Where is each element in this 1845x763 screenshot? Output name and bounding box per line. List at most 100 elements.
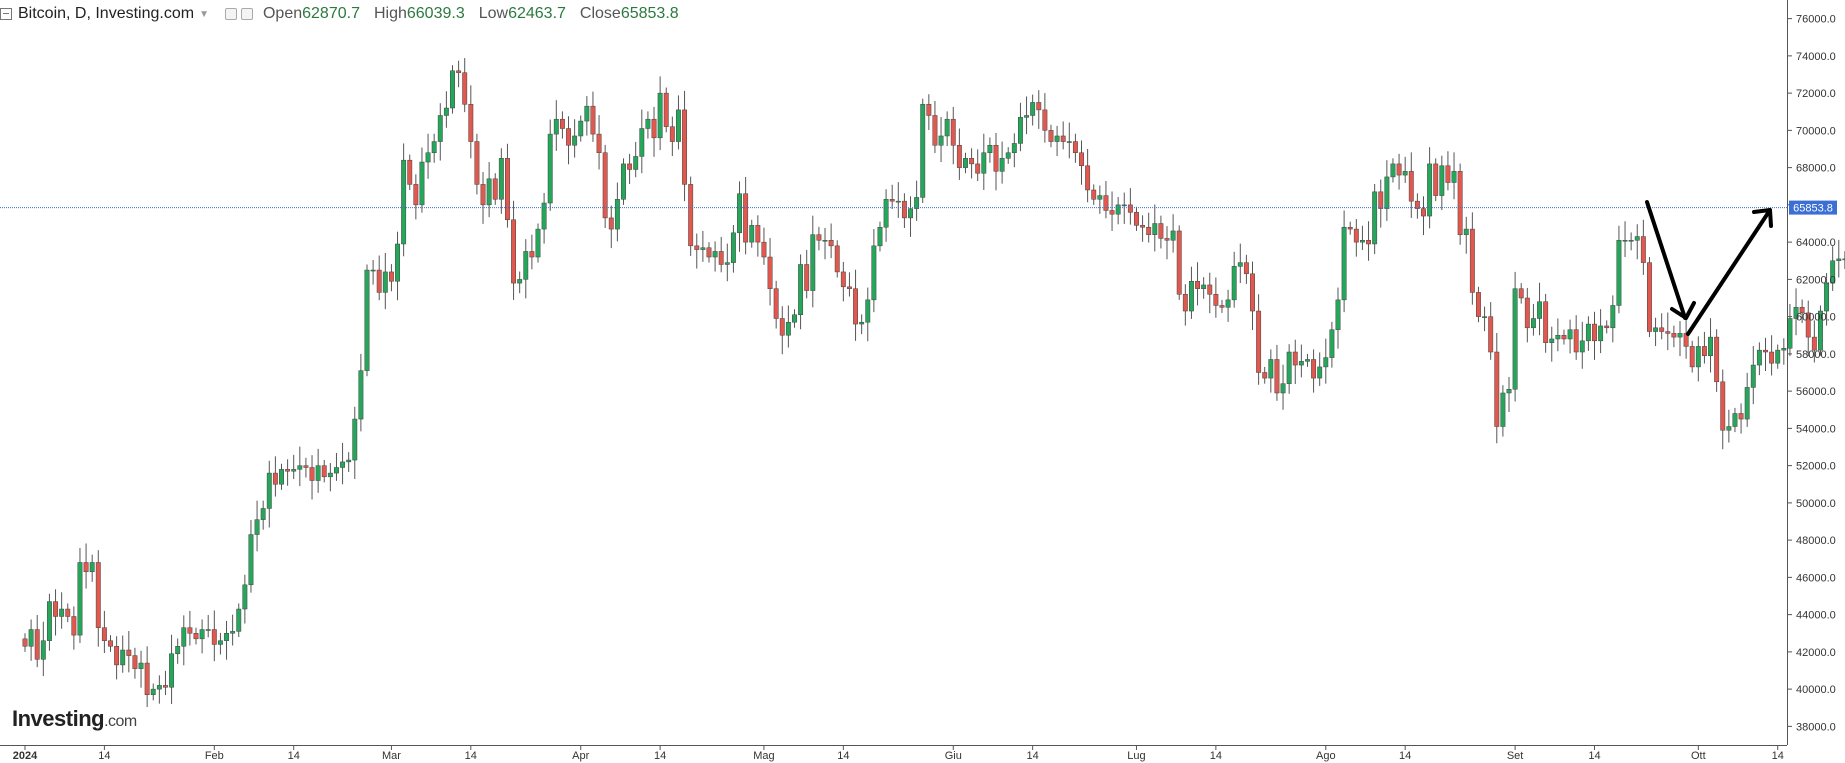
candle-body [657, 92, 663, 139]
candle-body [975, 163, 981, 174]
candle-body [737, 193, 742, 234]
candle-body [1701, 346, 1707, 356]
candle-body [572, 135, 578, 146]
candle-body [1311, 359, 1317, 379]
candle-body [1469, 228, 1475, 293]
y-tick-label: 74000.0 [1796, 51, 1836, 63]
candle-body [1237, 262, 1243, 267]
high-label: High [373, 5, 407, 22]
candle-body [932, 115, 938, 146]
candle-body [1243, 262, 1249, 275]
candle-body [254, 519, 260, 535]
candle-body [1506, 389, 1512, 394]
candle-body [1384, 176, 1390, 209]
candle-body [468, 104, 474, 142]
candle-body [388, 271, 394, 282]
candle-body [309, 467, 315, 481]
candle-body [694, 245, 700, 250]
candle-body [120, 649, 126, 666]
candle-body [53, 601, 58, 617]
candle-body [1610, 305, 1616, 329]
candle-body [199, 629, 205, 640]
candle-body [1439, 165, 1445, 196]
candle-body [1188, 280, 1194, 312]
y-tick-label: 54000.0 [1796, 423, 1836, 435]
candle-body [773, 288, 779, 319]
candle-body [1512, 288, 1518, 390]
candle-body [425, 152, 431, 163]
x-tick-label: 14 [1027, 750, 1039, 762]
candle-body [1323, 357, 1329, 368]
candle-body [193, 633, 199, 640]
candle-body [688, 184, 694, 247]
candle-body [559, 118, 565, 129]
x-tick-label: Apr [572, 750, 589, 762]
candle-body [1787, 318, 1793, 349]
candle-body [1433, 163, 1439, 196]
candle-body [804, 264, 810, 291]
y-tick-label: 44000.0 [1796, 610, 1836, 622]
candle-body [1250, 273, 1255, 312]
open-value: 62870.7 [302, 5, 360, 22]
candle-body [614, 199, 620, 230]
collapse-icon[interactable] [0, 8, 12, 20]
candle-body [352, 418, 358, 461]
candle-body [1476, 292, 1481, 317]
candle-body [266, 472, 272, 509]
candle-body [22, 638, 28, 647]
candle-body [1396, 163, 1402, 176]
candle-body [1530, 318, 1536, 329]
candle-body [993, 145, 999, 172]
chevron-down-icon[interactable]: ▼ [199, 8, 209, 20]
candle-body [1176, 230, 1182, 295]
candle-body [59, 608, 65, 617]
x-tick-label: Feb [205, 750, 224, 762]
settings-icon[interactable] [224, 8, 237, 20]
y-tick-label: 62000.0 [1796, 274, 1836, 286]
candle-body [1005, 152, 1011, 159]
candle-body [1079, 152, 1084, 167]
candle-body [95, 562, 101, 628]
candle-body [1708, 336, 1713, 356]
candle-body [639, 128, 645, 157]
y-tick-label: 76000.0 [1796, 14, 1836, 26]
visibility-icon[interactable] [240, 8, 253, 20]
x-tick-label: 14 [654, 750, 666, 762]
candle-body [523, 251, 529, 280]
candle-body [1793, 307, 1799, 319]
candle-body [395, 243, 400, 282]
candle-body [712, 251, 718, 258]
candle-body [724, 262, 730, 265]
candle-body [334, 467, 339, 474]
candle-body [315, 465, 321, 481]
hand-drawn-arrows [1645, 200, 1773, 336]
candle-body [541, 202, 547, 230]
candle-body [65, 608, 71, 617]
candle-body [1201, 284, 1207, 289]
candle-body [1573, 329, 1579, 353]
candle-body [1182, 294, 1188, 312]
candle-body [1622, 240, 1628, 242]
candle-body [456, 70, 462, 73]
candle-body [1824, 282, 1830, 312]
x-tick-label: 14 [837, 750, 849, 762]
candle-body [163, 685, 168, 688]
investing-logo: Investing.com [12, 706, 137, 732]
candle-body [407, 159, 413, 185]
candle-body [810, 234, 816, 291]
candle-body [969, 158, 975, 165]
candle-body [877, 226, 883, 247]
x-tick-label: Mar [382, 750, 401, 762]
candle-body [321, 465, 327, 478]
y-tick-label: 46000.0 [1796, 572, 1836, 584]
candle-body [1677, 333, 1683, 338]
candle-body [1518, 288, 1524, 299]
candle-body [1494, 351, 1500, 427]
y-tick-label: 58000.0 [1796, 349, 1836, 361]
candle-body [535, 228, 541, 258]
candle-body [1799, 307, 1805, 314]
candle-body [1121, 204, 1127, 207]
candle-body [1152, 223, 1158, 235]
candle-body [1048, 130, 1054, 142]
